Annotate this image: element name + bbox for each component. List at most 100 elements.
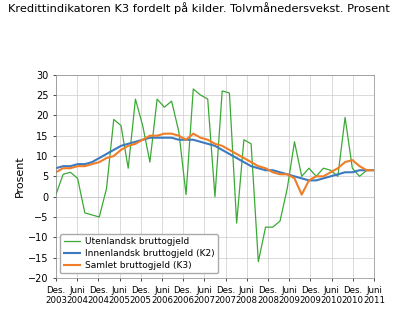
- Innenlandsk bruttogjeld (K2): [54, 166, 58, 170]
- Innenlandsk bruttogjeld (K2): [198, 140, 203, 144]
- Innenlandsk bruttogjeld (K2): [140, 138, 145, 142]
- Text: Kredittindikatoren K3 fordelt på kilder. Tolvmånedersvekst. Prosent: Kredittindikatoren K3 fordelt på kilder.…: [8, 2, 390, 13]
- Samlet bruttogjeld (K3): [155, 134, 160, 138]
- Line: Samlet bruttogjeld (K3): Samlet bruttogjeld (K3): [56, 134, 374, 195]
- Utenlandsk bruttogjeld: [372, 168, 376, 172]
- Utenlandsk bruttogjeld: [299, 174, 304, 178]
- Utenlandsk bruttogjeld: [111, 117, 116, 121]
- Innenlandsk bruttogjeld (K2): [176, 138, 181, 142]
- Samlet bruttogjeld (K3): [212, 142, 217, 146]
- Innenlandsk bruttogjeld (K2): [169, 136, 174, 140]
- Innenlandsk bruttogjeld (K2): [61, 164, 66, 168]
- Samlet bruttogjeld (K3): [263, 166, 268, 170]
- Samlet bruttogjeld (K3): [220, 144, 224, 148]
- Innenlandsk bruttogjeld (K2): [90, 160, 94, 164]
- Utenlandsk bruttogjeld: [234, 221, 239, 225]
- Utenlandsk bruttogjeld: [140, 124, 145, 127]
- Innenlandsk bruttogjeld (K2): [111, 148, 116, 152]
- Samlet bruttogjeld (K3): [278, 172, 282, 176]
- Utenlandsk bruttogjeld: [242, 138, 246, 142]
- Innenlandsk bruttogjeld (K2): [278, 170, 282, 174]
- Utenlandsk bruttogjeld: [148, 160, 152, 164]
- Innenlandsk bruttogjeld (K2): [97, 156, 102, 160]
- Samlet bruttogjeld (K3): [148, 134, 152, 138]
- Samlet bruttogjeld (K3): [82, 164, 87, 168]
- Utenlandsk bruttogjeld: [155, 97, 160, 101]
- Samlet bruttogjeld (K3): [328, 170, 333, 174]
- Innenlandsk bruttogjeld (K2): [234, 156, 239, 160]
- Utenlandsk bruttogjeld: [118, 124, 123, 127]
- Innenlandsk bruttogjeld (K2): [227, 152, 232, 156]
- Samlet bruttogjeld (K3): [321, 174, 326, 178]
- Samlet bruttogjeld (K3): [306, 179, 311, 182]
- Utenlandsk bruttogjeld: [263, 225, 268, 229]
- Line: Innenlandsk bruttogjeld (K2): Innenlandsk bruttogjeld (K2): [56, 138, 374, 180]
- Innenlandsk bruttogjeld (K2): [336, 172, 340, 176]
- Samlet bruttogjeld (K3): [104, 156, 109, 160]
- Innenlandsk bruttogjeld (K2): [372, 168, 376, 172]
- Innenlandsk bruttogjeld (K2): [364, 168, 369, 172]
- Utenlandsk bruttogjeld: [350, 166, 355, 170]
- Legend: Utenlandsk bruttogjeld, Innenlandsk bruttogjeld (K2), Samlet bruttogjeld (K3): Utenlandsk bruttogjeld, Innenlandsk brut…: [60, 234, 218, 274]
- Samlet bruttogjeld (K3): [75, 164, 80, 168]
- Innenlandsk bruttogjeld (K2): [306, 179, 311, 182]
- Innenlandsk bruttogjeld (K2): [104, 152, 109, 156]
- Utenlandsk bruttogjeld: [364, 168, 369, 172]
- Samlet bruttogjeld (K3): [314, 174, 318, 178]
- Y-axis label: Prosent: Prosent: [15, 156, 25, 197]
- Utenlandsk bruttogjeld: [82, 211, 87, 215]
- Utenlandsk bruttogjeld: [61, 172, 66, 176]
- Samlet bruttogjeld (K3): [234, 152, 239, 156]
- Utenlandsk bruttogjeld: [90, 213, 94, 217]
- Utenlandsk bruttogjeld: [343, 116, 348, 119]
- Innenlandsk bruttogjeld (K2): [191, 138, 196, 142]
- Innenlandsk bruttogjeld (K2): [343, 170, 348, 174]
- Innenlandsk bruttogjeld (K2): [299, 176, 304, 180]
- Samlet bruttogjeld (K3): [191, 132, 196, 136]
- Utenlandsk bruttogjeld: [256, 260, 261, 264]
- Utenlandsk bruttogjeld: [314, 174, 318, 178]
- Utenlandsk bruttogjeld: [184, 193, 188, 196]
- Samlet bruttogjeld (K3): [364, 168, 369, 172]
- Samlet bruttogjeld (K3): [372, 168, 376, 172]
- Samlet bruttogjeld (K3): [357, 164, 362, 168]
- Samlet bruttogjeld (K3): [176, 134, 181, 138]
- Utenlandsk bruttogjeld: [292, 140, 297, 144]
- Innenlandsk bruttogjeld (K2): [75, 162, 80, 166]
- Utenlandsk bruttogjeld: [198, 93, 203, 97]
- Utenlandsk bruttogjeld: [321, 166, 326, 170]
- Utenlandsk bruttogjeld: [270, 225, 275, 229]
- Utenlandsk bruttogjeld: [212, 195, 217, 199]
- Innenlandsk bruttogjeld (K2): [328, 174, 333, 178]
- Utenlandsk bruttogjeld: [68, 170, 73, 174]
- Utenlandsk bruttogjeld: [357, 174, 362, 178]
- Utenlandsk bruttogjeld: [227, 91, 232, 95]
- Samlet bruttogjeld (K3): [140, 138, 145, 142]
- Innenlandsk bruttogjeld (K2): [263, 168, 268, 172]
- Samlet bruttogjeld (K3): [198, 136, 203, 140]
- Innenlandsk bruttogjeld (K2): [350, 170, 355, 174]
- Utenlandsk bruttogjeld: [169, 99, 174, 103]
- Innenlandsk bruttogjeld (K2): [285, 172, 290, 176]
- Utenlandsk bruttogjeld: [176, 130, 181, 133]
- Samlet bruttogjeld (K3): [68, 166, 73, 170]
- Samlet bruttogjeld (K3): [133, 142, 138, 146]
- Samlet bruttogjeld (K3): [61, 166, 66, 170]
- Utenlandsk bruttogjeld: [285, 187, 290, 190]
- Utenlandsk bruttogjeld: [328, 168, 333, 172]
- Utenlandsk bruttogjeld: [220, 89, 224, 93]
- Samlet bruttogjeld (K3): [54, 170, 58, 174]
- Innenlandsk bruttogjeld (K2): [68, 164, 73, 168]
- Samlet bruttogjeld (K3): [256, 164, 261, 168]
- Utenlandsk bruttogjeld: [104, 187, 109, 190]
- Samlet bruttogjeld (K3): [97, 160, 102, 164]
- Samlet bruttogjeld (K3): [90, 162, 94, 166]
- Samlet bruttogjeld (K3): [292, 176, 297, 180]
- Utenlandsk bruttogjeld: [249, 142, 254, 146]
- Innenlandsk bruttogjeld (K2): [162, 136, 167, 140]
- Innenlandsk bruttogjeld (K2): [270, 168, 275, 172]
- Innenlandsk bruttogjeld (K2): [249, 164, 254, 168]
- Samlet bruttogjeld (K3): [126, 144, 131, 148]
- Innenlandsk bruttogjeld (K2): [118, 144, 123, 148]
- Samlet bruttogjeld (K3): [111, 154, 116, 158]
